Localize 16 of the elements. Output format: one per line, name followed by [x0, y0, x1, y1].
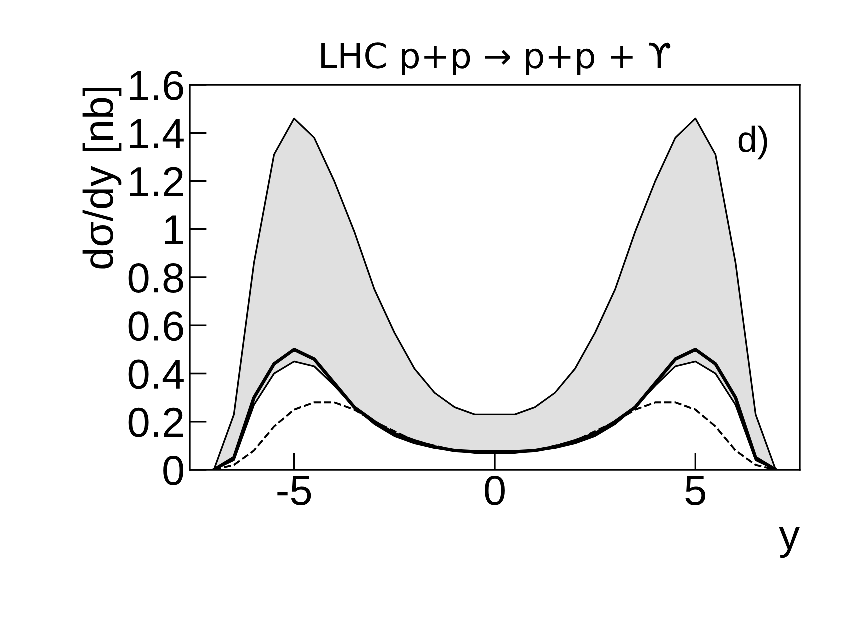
- y-tick-label: 1.2: [130, 167, 184, 196]
- y-axis-title: dσ/dy [nb]: [82, 88, 122, 269]
- y-tick-label: 0: [164, 456, 184, 486]
- y-tick-label: 1.6: [130, 71, 184, 101]
- y-tick-label: 0.2: [128, 408, 184, 438]
- y-tick-label: 1.4: [130, 120, 184, 148]
- y-tick-label: 0.8: [128, 264, 184, 294]
- chart-title: LHC p+p → p+p + ϒ: [322, 42, 671, 76]
- x-tick-label: 5: [686, 476, 706, 506]
- annotation: d): [738, 126, 768, 160]
- x-tick-label: 0: [485, 476, 505, 506]
- y-tick-label: 0.6: [128, 312, 184, 342]
- y-tick-label: 1: [165, 216, 184, 244]
- x-tick-label: -5: [278, 476, 312, 506]
- y-tick-label: 0.4: [128, 360, 184, 390]
- x-axis-title: y: [779, 527, 800, 558]
